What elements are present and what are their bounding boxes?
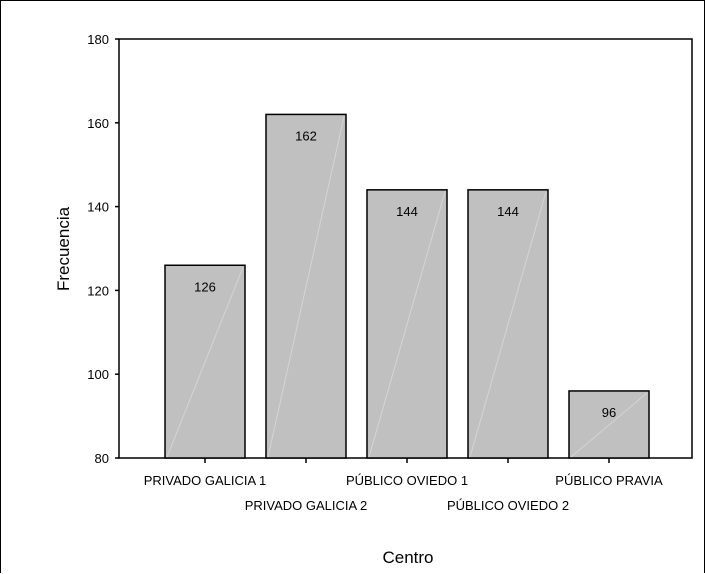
bar-shine <box>368 191 446 458</box>
y-tick-label: 140 <box>87 200 109 215</box>
bar-shine <box>469 191 547 458</box>
y-tick-label: 180 <box>87 32 109 47</box>
bar-data-label: 162 <box>295 128 317 143</box>
bars: 126 162 144 144 96 <box>164 113 650 459</box>
x-axis: PRIVADO GALICIA 1 PRIVADO GALICIA 2 PÚBLIC… <box>144 458 663 513</box>
bar-data-label: 144 <box>497 204 519 219</box>
y-tick-label: 160 <box>87 116 109 131</box>
x-axis-title: Centro <box>382 548 433 567</box>
y-axis-title: Frecuencia <box>54 206 73 291</box>
bar-shine <box>570 392 648 458</box>
y-tick-label: 100 <box>87 367 109 382</box>
x-tick-label: PÚBLICO PRAVIA <box>555 473 663 488</box>
x-tick-label: PRIVADO GALICIA 1 <box>144 473 267 488</box>
y-axis: 80 100 120 140 160 180 <box>87 32 119 466</box>
bar-shine <box>267 116 345 458</box>
bar-data-label: 96 <box>602 405 616 420</box>
x-tick-label: PÚBLICO OVIEDO 2 <box>447 498 569 513</box>
y-tick-label: 80 <box>95 451 109 466</box>
bar-shine <box>166 267 244 458</box>
bar-data-label: 126 <box>194 279 216 294</box>
x-tick-label: PRIVADO GALICIA 2 <box>245 498 368 513</box>
x-tick-label: PÚBLICO OVIEDO 1 <box>346 473 468 488</box>
bar-data-label: 144 <box>396 204 418 219</box>
y-tick-label: 120 <box>87 283 109 298</box>
